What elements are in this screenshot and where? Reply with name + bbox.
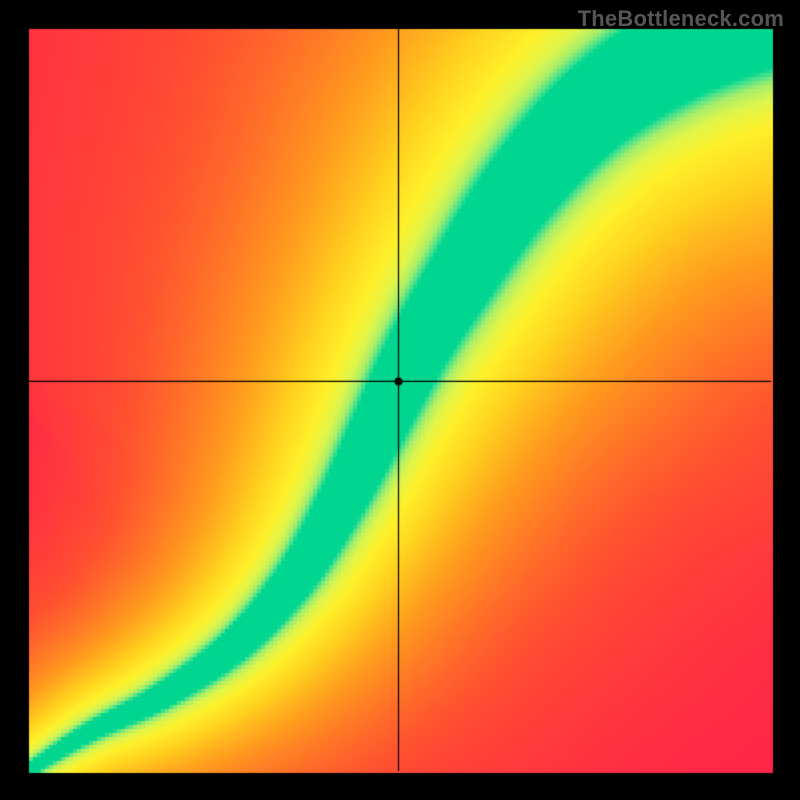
watermark-text: TheBottleneck.com [578,6,784,32]
heatmap-canvas [0,0,800,800]
